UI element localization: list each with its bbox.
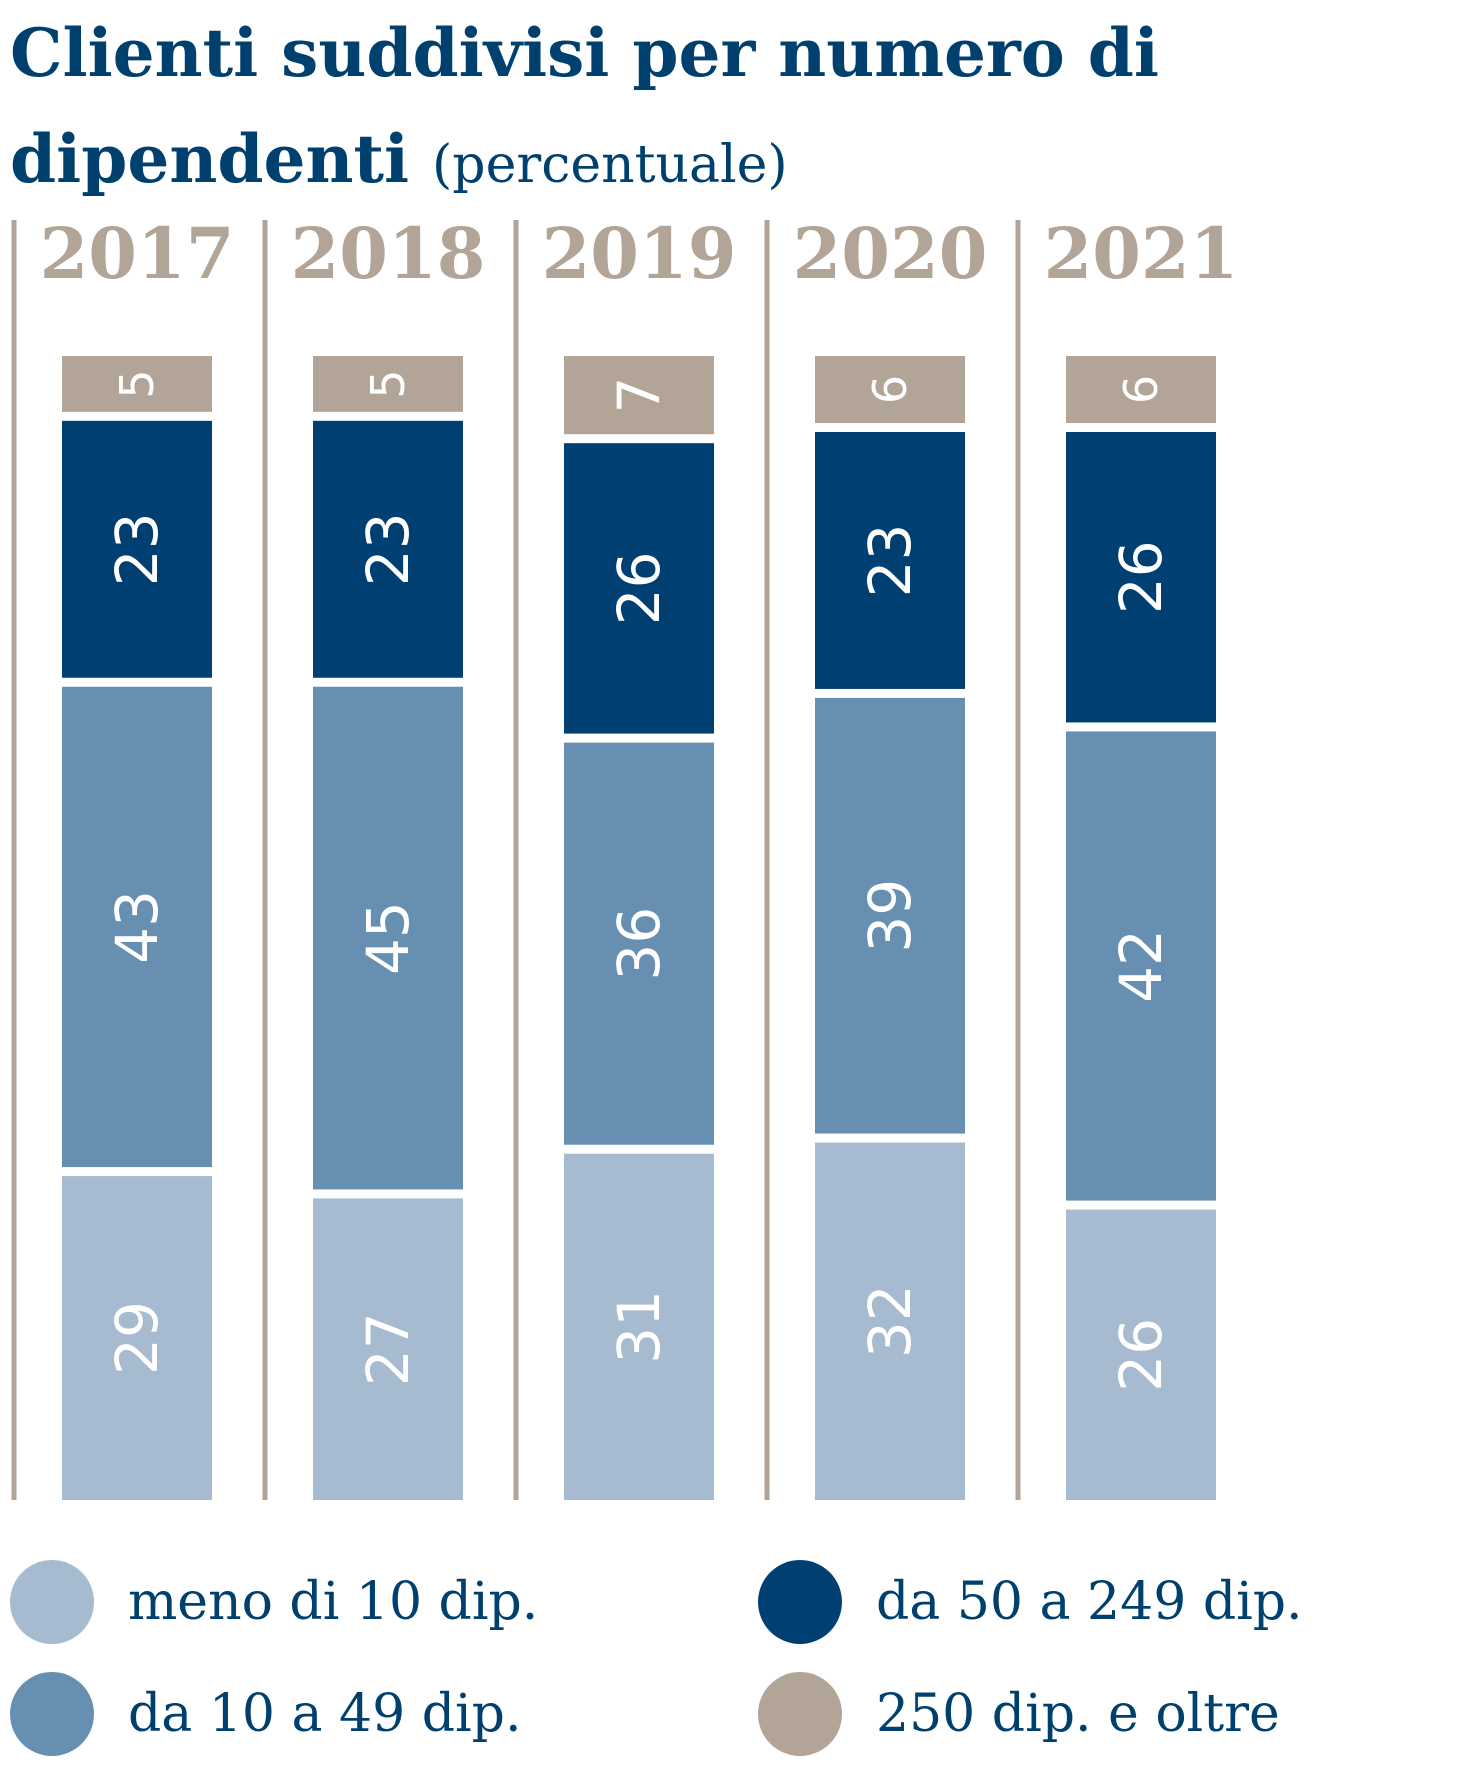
legend-label-da-50-a-249: da 50 a 249 dip. — [876, 1572, 1303, 1632]
legend-label-da-10-a-49: da 10 a 49 dip. — [128, 1684, 522, 1744]
value-label-2017-s0: 29 — [103, 1301, 171, 1375]
bar-segment-2017-s3 — [62, 356, 212, 412]
value-label-2021-s3: 6 — [1114, 375, 1168, 404]
year-label-2020: 2020 — [793, 212, 988, 295]
bar-segment-2018-s3 — [313, 356, 463, 412]
bar-segment-2020-s0 — [815, 1142, 965, 1500]
value-label-2018-s2: 23 — [354, 512, 422, 586]
bar-segment-2018-s1 — [313, 686, 463, 1190]
legend-item-meno-di-10: meno di 10 dip. — [10, 1560, 538, 1644]
value-label-2019-s0: 31 — [605, 1290, 673, 1364]
bar-segment-2021-s2 — [1066, 432, 1216, 723]
value-label-2018-s0: 27 — [354, 1312, 422, 1386]
legend-item-da-10-a-49: da 10 a 49 dip. — [10, 1672, 521, 1756]
legend-swatch-meno-di-10 — [10, 1560, 94, 1644]
bar-segment-2018-s0 — [313, 1198, 463, 1500]
bar-segment-2020-s2 — [815, 432, 965, 689]
bar-segment-2017-s1 — [62, 686, 212, 1168]
bar-segment-2019-s0 — [564, 1153, 714, 1500]
bar-segment-2021-s0 — [1066, 1209, 1216, 1500]
value-label-2019-s1: 36 — [605, 907, 673, 981]
bar-segment-2020-s3 — [815, 356, 965, 424]
bar-segment-2019-s2 — [564, 443, 714, 734]
chart-title-main: Clienti suddivisi per numero di dipenden… — [10, 14, 1160, 198]
legend-label-meno-di-10: meno di 10 dip. — [128, 1572, 539, 1632]
value-label-2020-s1: 39 — [856, 879, 924, 953]
bar-segment-2021-s1 — [1066, 731, 1216, 1201]
value-label-2017-s2: 23 — [103, 512, 171, 586]
value-label-2020-s2: 23 — [856, 524, 924, 598]
year-label-2019: 2019 — [542, 212, 737, 295]
legend-label-250-e-oltre: 250 dip. e oltre — [876, 1684, 1280, 1744]
chart-title-unit: (percentuale) — [432, 135, 788, 195]
value-label-2021-s1: 42 — [1107, 929, 1175, 1003]
value-label-2017-s3: 5 — [110, 369, 164, 398]
chart-title: Clienti suddivisi per numero di dipenden… — [10, 0, 1450, 218]
value-label-2020-s3: 6 — [863, 375, 917, 404]
value-label-2020-s0: 32 — [856, 1284, 924, 1358]
legend-swatch-da-10-a-49 — [10, 1672, 94, 1756]
value-label-2019-s3: 7 — [605, 377, 673, 414]
bar-segment-2019-s1 — [564, 742, 714, 1145]
bar-segment-2017-s2 — [62, 420, 212, 678]
bar-segment-2017-s0 — [62, 1176, 212, 1500]
value-label-2018-s3: 5 — [361, 369, 415, 398]
bar-segment-2021-s3 — [1066, 356, 1216, 424]
legend-swatch-da-50-a-249 — [758, 1560, 842, 1644]
stacked-bar-chart: 2017 29 43 23 5 2018 27 45 23 5 2019 31 36 26 7 2020 32 3… — [11, 212, 1239, 1500]
legend: meno di 10 dip. da 10 a 49 dip. da 50 a … — [0, 1560, 1480, 1790]
legend-item-da-50-a-249: da 50 a 249 dip. — [758, 1560, 1303, 1644]
value-label-2017-s1: 43 — [103, 890, 171, 964]
value-label-2019-s2: 26 — [605, 551, 673, 625]
year-label-2021: 2021 — [1044, 212, 1239, 295]
value-label-2021-s2: 26 — [1107, 540, 1175, 614]
legend-item-250-e-oltre: 250 dip. e oltre — [758, 1672, 1280, 1756]
year-label-2018: 2018 — [291, 212, 486, 295]
value-label-2021-s0: 26 — [1107, 1318, 1175, 1392]
legend-swatch-250-e-oltre — [758, 1672, 842, 1756]
year-label-2017: 2017 — [40, 212, 235, 295]
bar-segment-2019-s3 — [564, 356, 714, 435]
value-label-2018-s1: 45 — [354, 901, 422, 975]
bar-segment-2020-s1 — [815, 697, 965, 1134]
bar-segment-2018-s2 — [313, 420, 463, 678]
